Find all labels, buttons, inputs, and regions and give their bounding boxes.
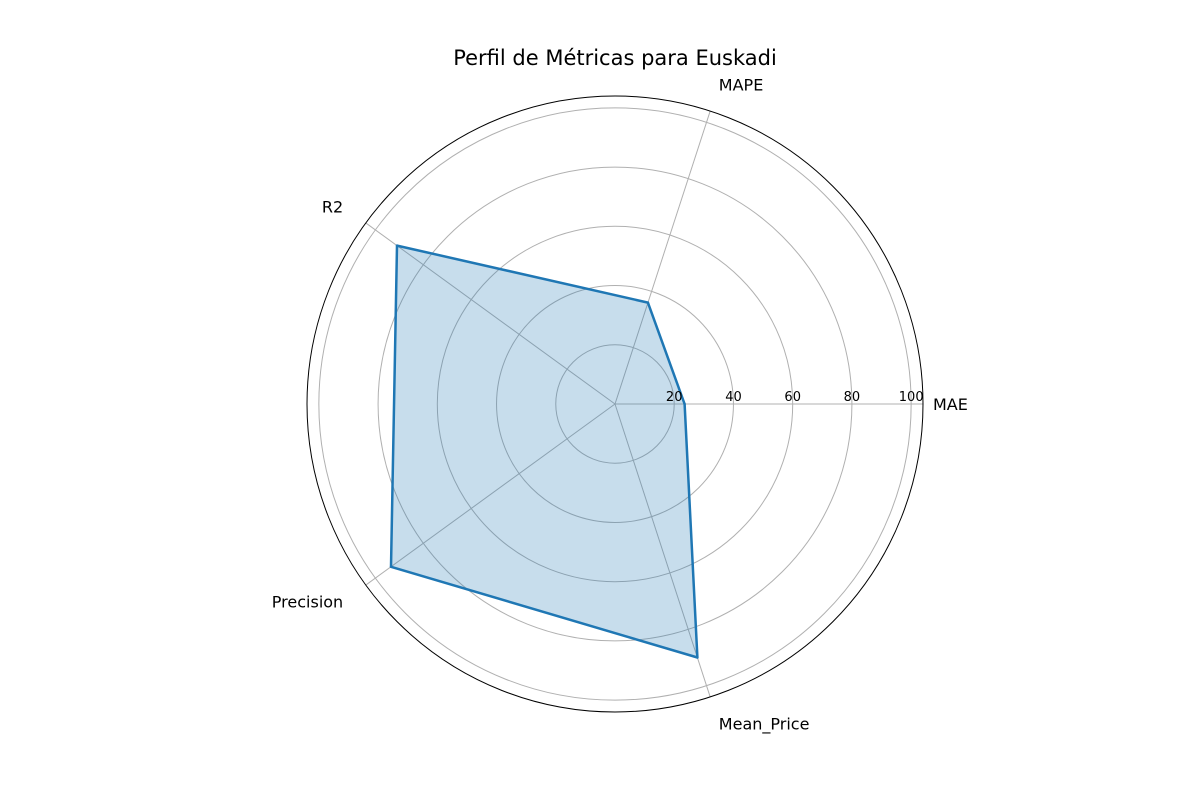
radial-tick-label-80: 80 [844,390,861,405]
axis-label-precision: Precision [272,593,343,612]
label-layer: 20 40 60 80 100 MAE MAPE R2 Precision Mean_Price [272,75,968,734]
radial-tick-label-20: 20 [666,390,683,405]
spoke-precision [365,403,616,586]
spoke-mean_price [614,403,711,698]
data-point-mape [646,301,650,304]
outer-frame [306,95,924,713]
data-point-mean_price [696,656,699,659]
data-layer [389,244,699,659]
spoke-mape [614,110,711,405]
data-point-r2 [395,244,399,247]
axis-label-mean_price: Mean_Price [719,715,810,735]
grid-layer [306,95,924,713]
axis-label-r2: R2 [322,198,343,217]
radial-tick-label-60: 60 [784,390,801,405]
data-point-mae [683,402,686,406]
spoke-r2 [365,222,616,405]
radial-tick-label-100: 100 [899,390,924,405]
axis-label-mape: MAPE [719,75,764,94]
data-point-precision [389,565,393,568]
axis-label-mae: MAE [933,395,968,414]
radial-tick-label-40: 40 [725,390,742,405]
series-area-0 [391,245,698,658]
series-line-0 [389,244,699,659]
chart-title: Perfil de Métricas para Euskadi [453,46,777,70]
